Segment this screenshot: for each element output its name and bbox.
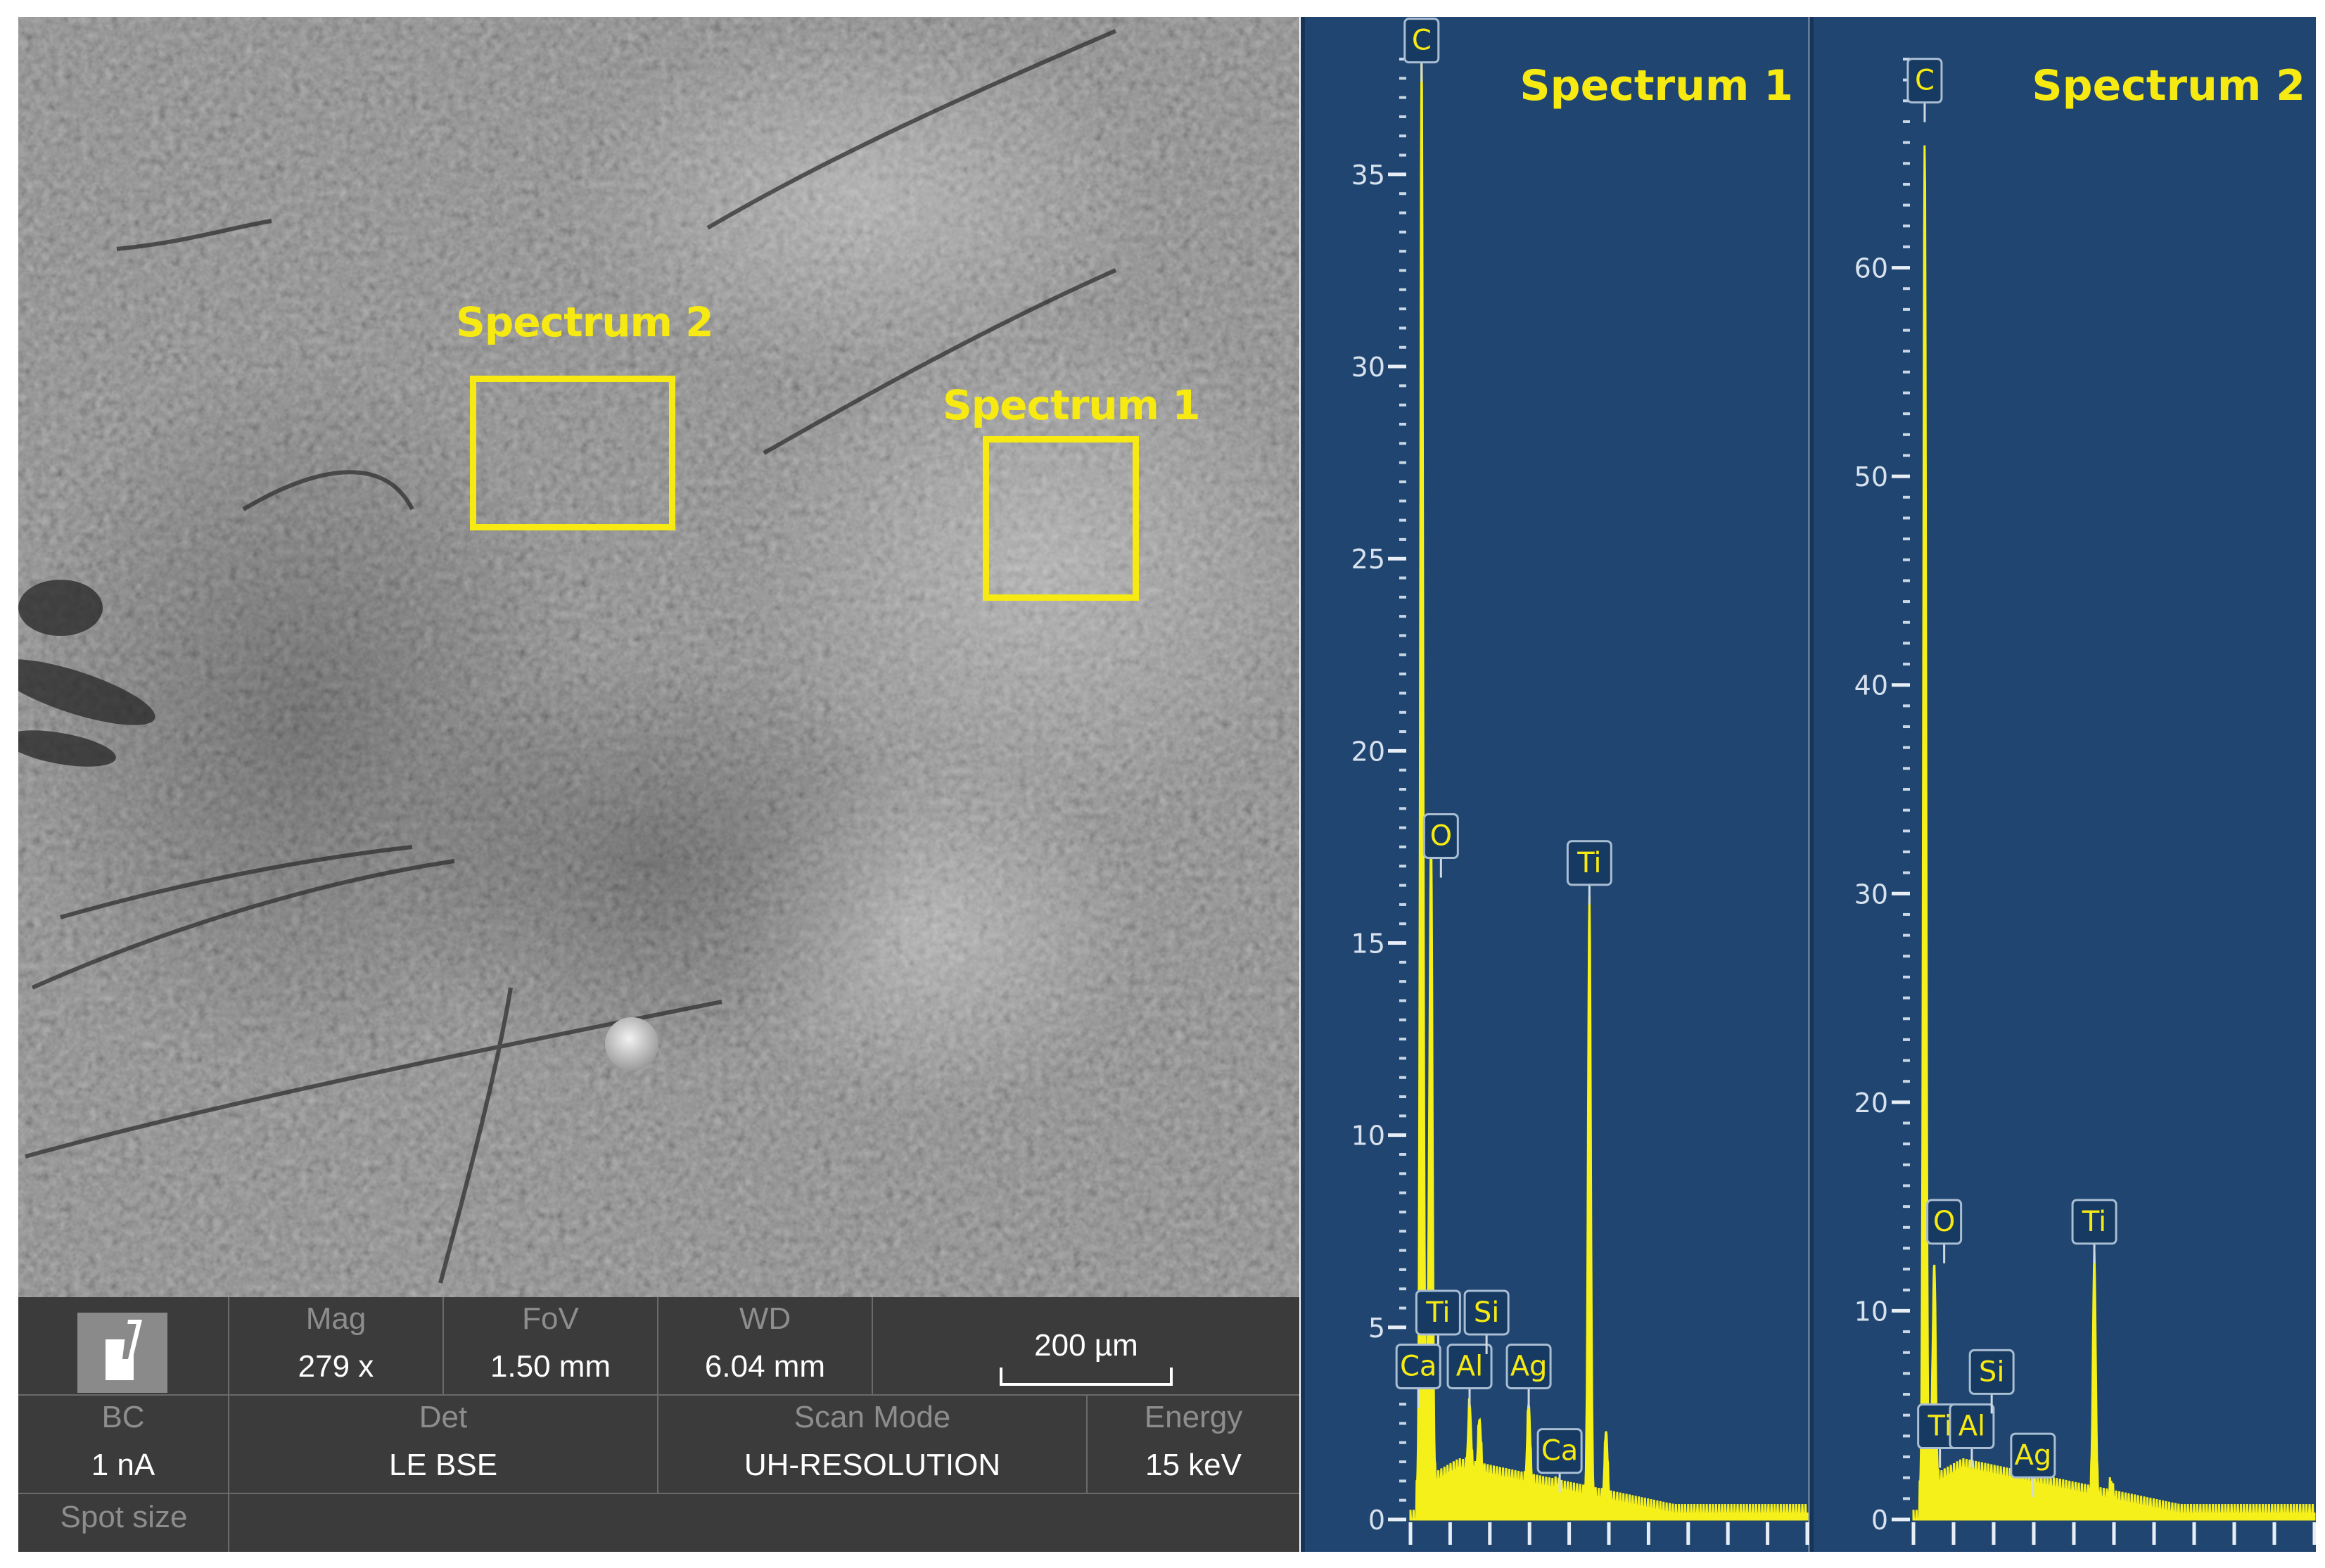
peak-label-box — [2010, 1432, 2056, 1479]
peak-label-c: C — [1915, 65, 1935, 97]
spectrum-1-region-box — [983, 436, 1139, 601]
chart-divider — [1809, 17, 1814, 1552]
peak-label-box — [1415, 1289, 1461, 1336]
bc-value: 1 nA — [91, 1448, 155, 1482]
mag-label: Mag — [305, 1301, 367, 1336]
det-label: Det — [419, 1400, 468, 1434]
y-tick-label: 15 — [1351, 929, 1385, 960]
microscope-logo-icon — [77, 1313, 167, 1393]
chart-background — [1301, 17, 1809, 1552]
wd-label: WD — [739, 1301, 791, 1336]
bc-cell: BC 1 nA — [18, 1396, 229, 1494]
y-tick-label: 20 — [1854, 1088, 1888, 1118]
scan-mode-label: Scan Mode — [794, 1400, 951, 1434]
fov-value: 1.50 mm — [490, 1349, 611, 1384]
y-tick-label: 20 — [1351, 736, 1385, 767]
fov-cell: FoV 1.50 mm — [444, 1297, 658, 1396]
peak-label-o: O — [1430, 820, 1452, 853]
y-tick-label: 30 — [1854, 879, 1888, 910]
peak-label-box — [1505, 1343, 1552, 1389]
y-tick-label: 30 — [1351, 352, 1385, 383]
peak-label-ca: Ca — [1400, 1350, 1437, 1382]
y-tick-label: 40 — [1854, 670, 1888, 701]
peak-label-ti: Ti — [1927, 1410, 1951, 1443]
spot-size-cell: Spot size — [18, 1494, 229, 1552]
y-tick-label: 35 — [1351, 160, 1385, 191]
spectrum-2-label: Spectrum 2 — [456, 298, 714, 346]
y-tick-label: 60 — [1854, 253, 1888, 284]
peak-label-ca: Ca — [1541, 1435, 1578, 1467]
peak-label-ag: Ag — [2014, 1439, 2051, 1472]
sem-texture — [18, 17, 1299, 1297]
peak-label-box — [1446, 1343, 1493, 1389]
y-tick-label: 50 — [1854, 461, 1888, 492]
peak-label-o: O — [1933, 1206, 1955, 1238]
spot-size-label: Spot size — [60, 1500, 188, 1534]
peak-label-ag: Ag — [1510, 1350, 1548, 1382]
peak-label-ti: Ti — [1425, 1296, 1450, 1329]
det-value: LE BSE — [388, 1448, 498, 1482]
y-tick-label: 10 — [1351, 1121, 1385, 1152]
scan-mode-value: UH-RESOLUTION — [744, 1448, 1001, 1482]
peak-label-box — [1395, 1343, 1441, 1389]
peak-label-box — [1403, 18, 1440, 64]
scan-mode-cell: Scan Mode UH-RESOLUTION — [658, 1396, 1088, 1494]
y-tick-label: 0 — [1368, 1505, 1385, 1536]
peak-label-box — [1463, 1289, 1510, 1336]
spectrum-1-chart: 0 5 10 15 20 25 30 35 C O Ti Ca Al Si Ag Ca Ti Spectrum 1 — [1301, 17, 1809, 1552]
scale-bar-cell: 200 µm — [873, 1297, 1299, 1396]
y-tick-label: 5 — [1368, 1313, 1385, 1344]
sem-micrograph: Spectrum 2 Spectrum 1 — [18, 17, 1299, 1297]
peak-label-ti: Ti — [2082, 1206, 2106, 1238]
y-tick-label: 25 — [1351, 544, 1385, 575]
peak-label-si: Si — [1474, 1296, 1500, 1329]
scale-bar-line — [1000, 1368, 1173, 1386]
chart-background — [1809, 17, 2316, 1552]
sem-info-bar: Mag 279 x FoV 1.50 mm WD 6.04 mm 200 µm … — [18, 1297, 1299, 1552]
chart-title: Spectrum 2 — [2032, 61, 2305, 110]
peak-label-box — [1906, 58, 1943, 104]
fov-label: FoV — [522, 1301, 579, 1336]
peak-label-si: Si — [1979, 1356, 2005, 1388]
peak-label-c: C — [1412, 25, 1432, 57]
peak-label-box — [1566, 840, 1612, 886]
logo-cell — [18, 1297, 229, 1396]
spectrum-1-label: Spectrum 1 — [943, 381, 1201, 429]
energy-label: Energy — [1144, 1400, 1243, 1434]
peak-label-box — [1968, 1349, 2015, 1395]
bc-label: BC — [101, 1400, 145, 1434]
y-tick-label: 0 — [1871, 1505, 1888, 1536]
peak-label-box — [1422, 813, 1459, 860]
peak-label-al: Al — [1456, 1350, 1483, 1382]
energy-value: 15 keV — [1145, 1448, 1242, 1482]
mag-cell: Mag 279 x — [229, 1297, 444, 1396]
peak-label-box — [1536, 1428, 1583, 1474]
peak-label-ti: Ti — [1576, 847, 1601, 879]
spectrum-trace — [1409, 59, 1809, 1521]
det-cell: Det LE BSE — [229, 1396, 658, 1494]
chart-title: Spectrum 1 — [1520, 61, 1793, 110]
y-tick-label: 10 — [1854, 1296, 1888, 1327]
wd-value: 6.04 mm — [704, 1349, 826, 1384]
peak-label-box — [1926, 1199, 1963, 1245]
wd-cell: WD 6.04 mm — [658, 1297, 873, 1396]
energy-cell: Energy 15 keV — [1088, 1396, 1299, 1494]
chart-divider — [1301, 17, 1305, 1552]
mag-value: 279 x — [298, 1349, 374, 1384]
spectrum-trace — [1912, 145, 2316, 1521]
spectrum-2-region-box — [470, 376, 675, 530]
peak-label-al: Al — [1958, 1410, 1985, 1443]
peak-label-box — [2071, 1199, 2117, 1245]
scale-bar-value: 200 µm — [1034, 1328, 1138, 1363]
peak-label-box — [1949, 1403, 1995, 1450]
